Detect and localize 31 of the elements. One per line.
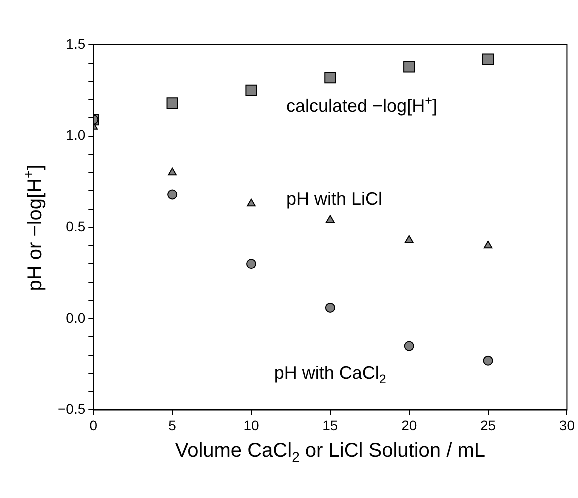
series-label: calculated −log[H$^{+}$] bbox=[286, 94, 438, 117]
point bbox=[246, 259, 256, 270]
point bbox=[483, 356, 494, 366]
x-tick-label: 0 bbox=[90, 417, 98, 434]
point bbox=[404, 61, 416, 73]
point bbox=[324, 72, 336, 84]
point bbox=[168, 168, 177, 176]
series-label: pH with LiCl bbox=[286, 188, 383, 210]
point bbox=[484, 240, 493, 249]
point bbox=[166, 98, 178, 110]
x-tick-label: 30 bbox=[559, 417, 576, 434]
y-tick-label: −0.5 bbox=[58, 401, 86, 418]
x-tick-label: 15 bbox=[322, 417, 338, 434]
point bbox=[168, 190, 178, 200]
x-tick-label: 10 bbox=[244, 417, 260, 434]
point bbox=[325, 302, 336, 313]
point bbox=[326, 215, 335, 224]
y-tick-label: 1.0 bbox=[66, 127, 86, 144]
x-axis-title: Volume CaCl$_{2}$ or LiCl Solution / mL bbox=[175, 440, 486, 466]
series-label: pH with CaCl$_{2}$ bbox=[274, 363, 386, 387]
y-tick-label: 0.5 bbox=[66, 218, 86, 234]
point bbox=[482, 54, 494, 66]
x-tick-label: 20 bbox=[402, 417, 418, 434]
y-tick-label: 0.0 bbox=[66, 310, 86, 326]
point bbox=[404, 235, 414, 244]
point bbox=[404, 341, 414, 352]
y-tick-label: 1.5 bbox=[66, 36, 86, 52]
x-tick-label: 25 bbox=[480, 417, 496, 434]
point bbox=[247, 198, 256, 207]
x-tick-label: 5 bbox=[168, 417, 177, 434]
point bbox=[246, 84, 258, 96]
